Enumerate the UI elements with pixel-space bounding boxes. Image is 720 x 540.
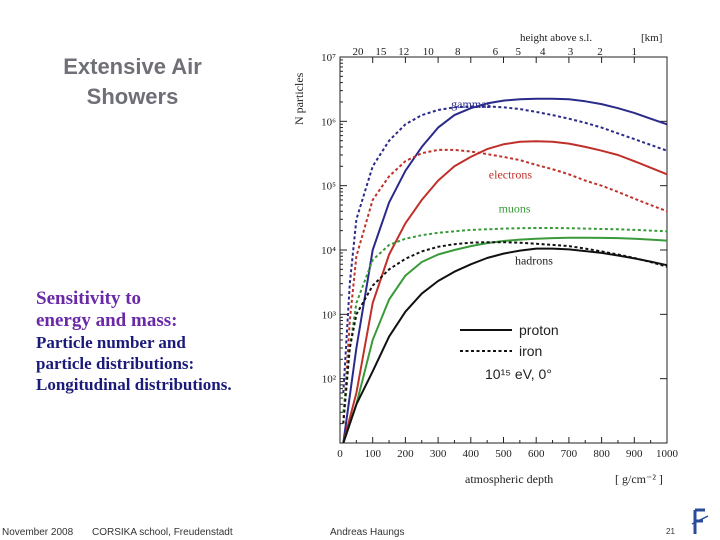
x-tick-label: 600 [528, 448, 545, 460]
x-axis-unit: [ g/cm⁻² ] [615, 472, 663, 486]
plot-frame [339, 56, 668, 444]
legend-proton-label: proton [519, 322, 559, 338]
institute-logo-icon [691, 508, 709, 534]
legend-energy-label: 10¹⁵ eV, 0° [485, 366, 552, 382]
y-tick-label: 10⁵ [321, 181, 336, 193]
x-tick-label: 300 [430, 448, 447, 460]
top-tick-label: 20 [352, 46, 364, 58]
series-line-hadrons-iron [342, 241, 668, 424]
top-axis-unit: [km] [641, 32, 662, 44]
series-line-gammas-iron [342, 105, 668, 393]
sensitivity-line4: particle distributions: [36, 354, 195, 373]
top-tick-label: 3 [568, 46, 574, 58]
curve-label-hadrons: hadrons [515, 253, 553, 267]
series-line-gammas-proton [342, 97, 668, 444]
series-line-electrons-proton [342, 140, 668, 444]
y-tick-label: 10³ [322, 309, 337, 321]
series-line-muons-proton [342, 236, 668, 444]
footer-author: Andreas Haungs [330, 527, 405, 538]
x-tick-label: 0 [337, 448, 343, 460]
series-line-muons-iron [342, 227, 668, 413]
footer-date: November 2008 [2, 527, 74, 538]
top-tick-label: 2 [597, 46, 603, 58]
legend-iron-label: iron [519, 343, 542, 359]
x-tick-label: 100 [364, 448, 381, 460]
page-number: 21 [666, 527, 675, 536]
sensitivity-line2: energy and mass: [36, 310, 178, 331]
x-tick-label: 700 [561, 448, 578, 460]
footer-event: CORSIKA school, Freudenstadt [92, 527, 233, 538]
x-tick-label: 200 [397, 448, 414, 460]
series-line-hadrons-proton [342, 247, 668, 444]
slide-title-line2: Showers [86, 84, 179, 109]
top-tick-label: 6 [493, 46, 499, 58]
top-axis-label: height above s.l. [520, 32, 592, 44]
sensitivity-text: Sensitivity to energy and mass: Particle… [36, 288, 286, 395]
y-tick-label: 10⁴ [321, 245, 336, 257]
top-tick-label: 10 [423, 46, 435, 58]
top-tick-label: 1 [632, 46, 638, 58]
y-tick-label: 10⁷ [321, 52, 336, 64]
sensitivity-line5: Longitudinal distributions. [36, 375, 232, 394]
y-tick-label: 10² [322, 374, 337, 386]
sensitivity-line1: Sensitivity to [36, 288, 142, 309]
y-tick-label: 10⁶ [321, 116, 336, 128]
curve-label-muons: muons [499, 202, 531, 216]
curve-label-electrons: electrons [489, 167, 533, 181]
x-tick-label: 500 [495, 448, 512, 460]
slide-title: Extensive Air Showers [40, 52, 225, 112]
x-tick-label: 1000 [656, 448, 679, 460]
series-line-electrons-iron [342, 148, 668, 424]
top-tick-label: 12 [398, 46, 409, 58]
top-tick-label: 15 [375, 46, 387, 58]
x-tick-label: 900 [626, 448, 643, 460]
x-tick-label: 800 [593, 448, 610, 460]
top-tick-label: 5 [515, 46, 521, 58]
x-axis-label: atmospheric depth [465, 472, 553, 486]
curve-label-gammas: gammas [451, 97, 491, 111]
top-tick-label: 8 [455, 46, 461, 58]
top-tick-label: 4 [540, 46, 546, 58]
sensitivity-line3: Particle number and [36, 333, 186, 352]
slide-title-line1: Extensive Air [63, 54, 202, 79]
y-axis-label: N particles [292, 72, 306, 125]
x-tick-label: 400 [463, 448, 480, 460]
